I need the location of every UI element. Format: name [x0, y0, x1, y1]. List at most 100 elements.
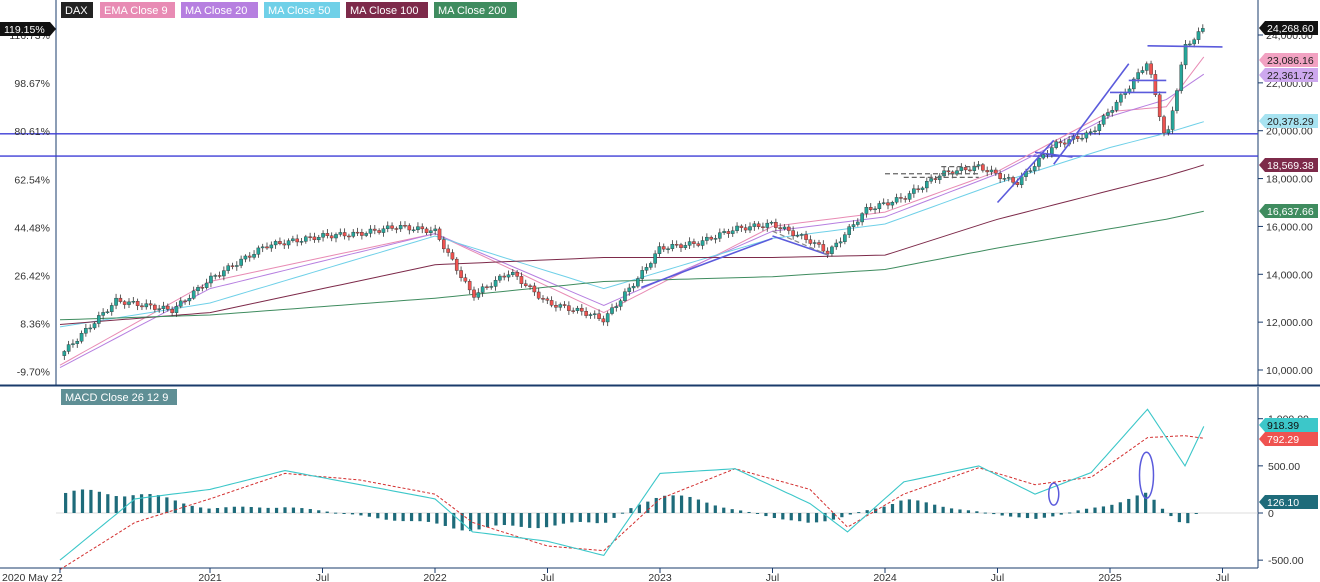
macd-histogram-bar [890, 504, 895, 513]
candle [213, 275, 218, 277]
macd-histogram-bar [570, 513, 574, 523]
percent-tick-label: 26.42% [14, 271, 50, 283]
candle [256, 247, 261, 255]
candle [1157, 94, 1162, 117]
macd-histogram-bar [688, 496, 692, 513]
macd-histogram-bar [241, 506, 245, 513]
candle [666, 248, 670, 250]
candle [286, 240, 291, 246]
candle [260, 246, 265, 249]
candle [442, 239, 446, 250]
time-tick-label: Jul [991, 572, 1004, 582]
price-panel [0, 24, 1258, 369]
candle [804, 234, 808, 240]
candle [420, 226, 425, 230]
macd-histogram-bar [1186, 513, 1190, 524]
candle [291, 238, 295, 241]
macd-histogram-bar [814, 513, 819, 523]
macd-histogram-bar [199, 507, 203, 513]
candle [1119, 94, 1123, 103]
macd-histogram-bar [317, 510, 321, 513]
trendline-3 [1053, 63, 1130, 165]
macd-histogram-bar [781, 513, 785, 520]
legend-ma100[interactable]: MA Close 100 [350, 5, 418, 17]
macd-value-tag-bg [1259, 495, 1318, 509]
legend-swatch-ema9[interactable] [100, 2, 175, 18]
macd-histogram-bar [1059, 513, 1063, 515]
candle [191, 290, 196, 299]
candle [631, 285, 636, 289]
price-value-tag-bg [1259, 21, 1318, 35]
legend-ma50[interactable]: MA Close 50 [268, 5, 330, 17]
macd-histogram-bar [544, 513, 549, 528]
candle [1058, 141, 1063, 144]
candle [946, 170, 951, 173]
macd-histogram-bar [1160, 508, 1165, 513]
macd-histogram-bar [1144, 492, 1148, 513]
legend-swatch-ma100[interactable] [346, 2, 428, 18]
macd-annotation-ellipse-1 [1048, 482, 1060, 506]
candle [269, 244, 274, 249]
macd-histogram-bar [620, 512, 625, 514]
macd-histogram-bar [376, 513, 380, 519]
macd-histogram-bar [646, 501, 650, 513]
price-value-tag: 24,268.60 [1259, 21, 1318, 35]
candle [713, 238, 718, 240]
macd-histogram-bar [384, 513, 388, 520]
legend-swatch-dax[interactable] [61, 2, 93, 18]
macd-histogram-bar [865, 510, 869, 513]
candle [403, 225, 407, 227]
candle [838, 241, 843, 244]
price-tick-label: 20,000.00 [1266, 126, 1313, 138]
candle [851, 224, 856, 227]
legend-ema9[interactable]: EMA Close 9 [104, 5, 168, 17]
trendline-0 [640, 237, 773, 289]
candle [709, 236, 713, 240]
legend-swatch-ma200[interactable] [434, 2, 517, 18]
macd-histogram-bar [97, 491, 101, 513]
candle [1188, 43, 1192, 46]
candle [778, 227, 782, 230]
candle [217, 275, 222, 277]
candle [1050, 147, 1054, 155]
macd-histogram-bar [1068, 512, 1072, 514]
candle [562, 304, 567, 306]
candle [485, 286, 489, 288]
macd-histogram-bar [806, 513, 810, 523]
candle [308, 236, 312, 238]
price-tick-label: 10,000.00 [1266, 365, 1313, 377]
candle [1170, 110, 1175, 130]
candle [243, 255, 248, 260]
macd-histogram-bar [907, 499, 911, 513]
macd-histogram-bar [789, 513, 793, 521]
legend-dax[interactable]: DAX [65, 5, 88, 17]
macd-histogram-bar [612, 513, 616, 518]
macd-histogram-bar [131, 495, 135, 513]
candle [1179, 64, 1184, 91]
macd-histogram-bar [1000, 513, 1004, 516]
macd-histogram-bar [713, 505, 717, 513]
legend-ma20[interactable]: MA Close 20 [185, 5, 247, 17]
macd-histogram-bar [983, 512, 987, 514]
macd-histogram-bar [705, 502, 709, 513]
candle [640, 270, 644, 279]
candle [498, 275, 502, 281]
legend-swatch-macd[interactable] [61, 389, 177, 405]
macd-histogram-bar [924, 502, 928, 513]
candle [511, 272, 515, 275]
candle [1183, 44, 1188, 66]
candle [920, 187, 925, 190]
macd-histogram-bar [595, 513, 599, 524]
legend-swatch-ma20[interactable] [181, 2, 258, 18]
candle [437, 228, 442, 240]
candle [722, 231, 726, 233]
candle [1175, 90, 1179, 111]
legend-ma200[interactable]: MA Close 200 [438, 5, 506, 17]
legend-macd[interactable]: MACD Close 26 12 9 [65, 392, 168, 404]
candle [200, 287, 205, 289]
macd-histogram-bar [502, 513, 506, 526]
legend-swatch-ma50[interactable] [264, 2, 340, 18]
macd-annotation-ellipse-2 [1138, 451, 1155, 500]
candle [105, 311, 110, 313]
candle [463, 277, 468, 282]
